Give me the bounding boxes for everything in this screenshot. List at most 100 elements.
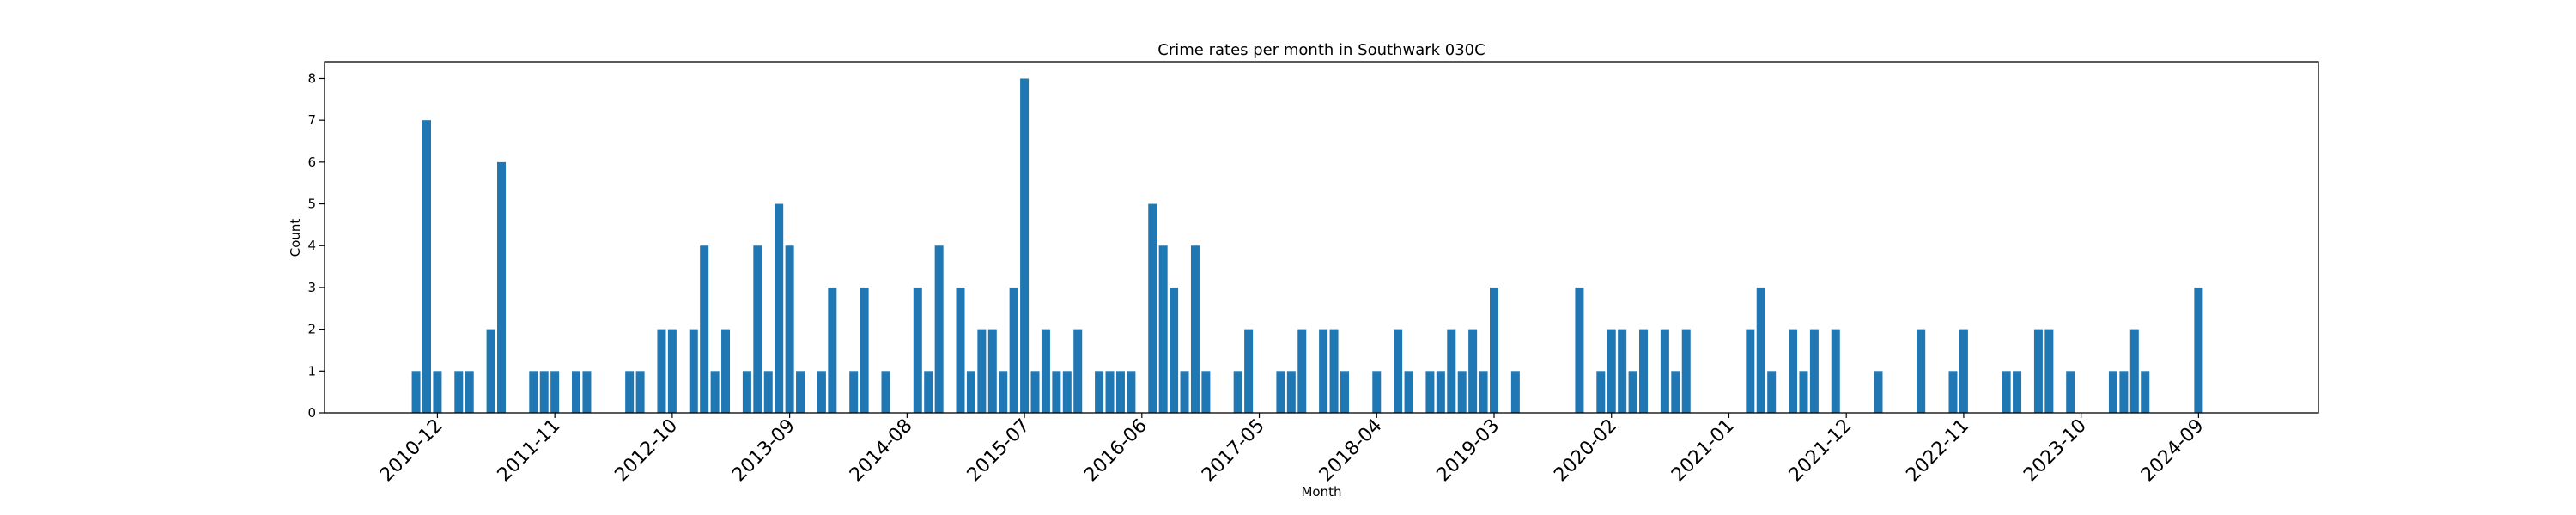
y-tick-label: 6	[307, 154, 316, 170]
bar-2020-02	[1607, 329, 1616, 413]
y-tick-label: 0	[307, 405, 316, 421]
bar-2011-11	[550, 371, 560, 413]
bar-2016-03	[1105, 371, 1115, 413]
bar-2012-01	[572, 371, 581, 413]
bar-2022-10	[1948, 371, 1958, 413]
y-axis: 0 1 2 3 4 5 6 7 8	[307, 70, 325, 421]
bar-2023-06	[2033, 329, 2043, 413]
bar-2021-11	[1831, 329, 1840, 413]
x-tick-label: 2012-10	[611, 415, 682, 487]
bar-2013-03	[721, 329, 731, 413]
bar-2021-08	[1799, 371, 1808, 413]
bar-2016-07	[1148, 203, 1157, 413]
bar-2015-03	[977, 329, 987, 413]
bar-2016-02	[1095, 371, 1104, 413]
bar-2019-05	[1510, 371, 1520, 413]
bar-2010-10	[411, 371, 421, 413]
bar-2020-01	[1596, 371, 1606, 413]
bar-2015-02	[966, 371, 975, 413]
x-tick-label: 2018-04	[1315, 415, 1387, 487]
bar-2017-12	[1329, 329, 1339, 413]
bar-2024-04	[2141, 371, 2150, 413]
bar-2018-06	[1394, 329, 1403, 413]
x-tick-label: 2021-01	[1668, 415, 1739, 487]
y-axis-label: Count	[288, 219, 303, 258]
bar-2011-06	[497, 161, 507, 414]
bar-2010-12	[433, 371, 442, 413]
bar-2018-11	[1447, 329, 1456, 413]
bar-2023-09	[2066, 371, 2075, 413]
chart-title: Crime rates per month in Southwark 030C	[1157, 41, 1485, 59]
x-tick-label: 2013-09	[728, 415, 799, 487]
bar-2012-10	[667, 329, 677, 413]
bar-2019-11	[1575, 287, 1584, 413]
x-tick-label: 2014-08	[846, 415, 917, 487]
bar-2014-11	[934, 245, 944, 413]
bar-2012-02	[582, 371, 592, 413]
bar-2012-09	[657, 329, 666, 413]
bar-2014-09	[913, 287, 922, 413]
bar-2022-11	[1959, 329, 1968, 413]
x-tick-label: 2015-07	[963, 415, 1035, 487]
x-tick-label: 2023-10	[2020, 415, 2091, 487]
bar-2015-08	[1030, 371, 1040, 413]
bar-2022-03	[1874, 371, 1883, 413]
bar-2011-09	[529, 371, 538, 413]
bar-2024-01	[2108, 371, 2117, 413]
bar-2015-01	[956, 287, 965, 413]
bar-2014-04	[860, 287, 869, 413]
bar-2020-04	[1628, 371, 1637, 413]
bar-2020-07	[1660, 329, 1669, 413]
bar-2012-07	[635, 371, 645, 413]
bar-2019-03	[1490, 287, 1498, 413]
bar-2014-03	[849, 371, 859, 413]
bar-2016-11	[1190, 245, 1200, 413]
bar-2017-07	[1276, 371, 1285, 413]
bar-2015-12	[1073, 329, 1083, 413]
x-tick-label: 2024-09	[2137, 415, 2208, 487]
bar-2020-09	[1681, 329, 1691, 413]
bar-2013-02	[710, 371, 720, 413]
x-tick-label: 2017-05	[1198, 415, 1269, 487]
x-tick-label: 2016-06	[1080, 415, 1151, 487]
x-axis-label: Month	[1301, 484, 1341, 500]
bar-2011-02	[454, 371, 464, 413]
bar-2013-06	[753, 245, 762, 413]
bar-2017-03	[1233, 371, 1242, 413]
bar-2016-05	[1127, 371, 1136, 413]
bar-2021-05	[1767, 371, 1777, 413]
bar-2015-11	[1062, 371, 1072, 413]
bar-2011-05	[486, 329, 495, 413]
bar-2013-07	[763, 371, 773, 413]
bar-2020-08	[1671, 371, 1680, 413]
bar-2019-02	[1479, 371, 1488, 413]
bar-2020-05	[1639, 329, 1649, 413]
bar-2015-10	[1052, 371, 1061, 413]
x-tick-label: 2011-11	[494, 415, 565, 487]
plot-frame	[324, 61, 2319, 414]
bar-2016-08	[1158, 245, 1168, 413]
x-axis: 2010-12 2011-11 2012-10 2013-09 2014-08 2015-…	[376, 413, 2208, 486]
bar-2022-07	[1917, 329, 1926, 413]
bar-2012-12	[689, 329, 698, 413]
bar-2016-10	[1180, 371, 1189, 413]
bar-2021-04	[1756, 287, 1765, 413]
bar-2023-07	[2044, 329, 2054, 413]
bar-2015-06	[1009, 287, 1018, 413]
y-tick-label: 4	[307, 238, 316, 253]
bar-2014-06	[881, 371, 890, 413]
bar-2021-07	[1789, 329, 1798, 413]
y-tick-label: 8	[307, 70, 316, 86]
x-tick-label: 2010-12	[376, 415, 447, 487]
bar-2015-05	[999, 371, 1008, 413]
bar-2017-08	[1286, 371, 1296, 413]
bar-2020-03	[1618, 329, 1627, 413]
bar-2016-04	[1115, 371, 1125, 413]
bar-2018-01	[1340, 371, 1349, 413]
bar-2013-05	[742, 371, 751, 413]
y-tick-label: 5	[307, 197, 316, 212]
bar-2024-03	[2129, 329, 2139, 413]
x-tick-label: 2021-12	[1785, 415, 1856, 487]
bar-2017-11	[1319, 329, 1328, 413]
